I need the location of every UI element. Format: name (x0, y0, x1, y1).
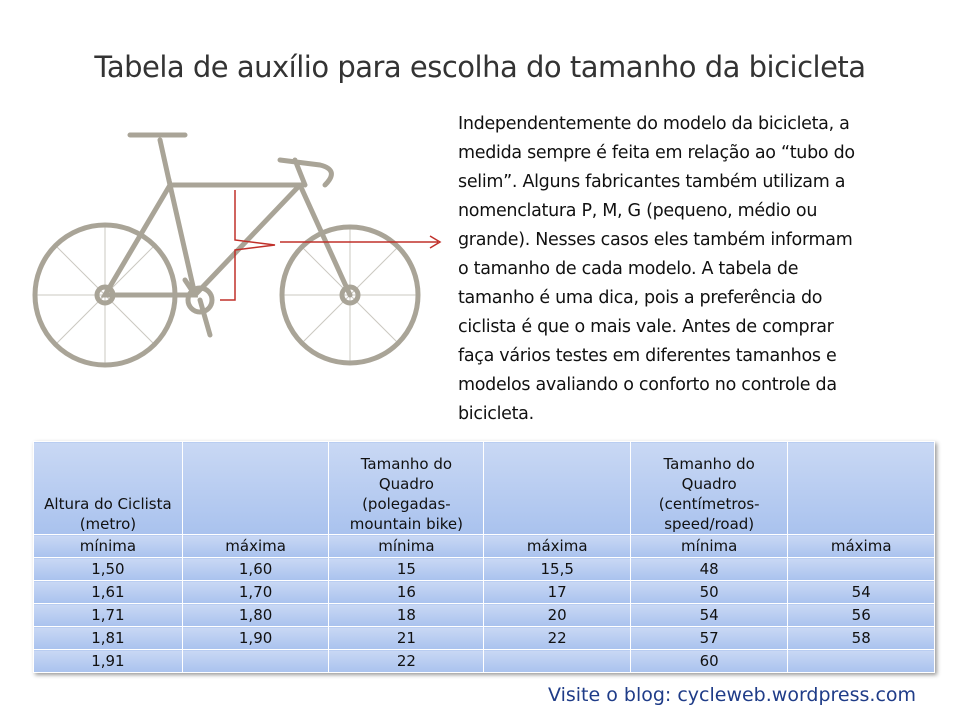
table-cell: 54 (629, 603, 789, 627)
table-cell: 57 (629, 626, 789, 650)
title: Tabela de auxílio para escolha do tamanh… (94, 50, 866, 84)
table-cell: 1,80 (181, 603, 330, 627)
text-line: o tamanho de cada modelo. A tabela de (458, 259, 799, 279)
table-cell: máxima (787, 534, 935, 558)
table-cell: Altura do Ciclista (metro) (33, 441, 183, 535)
text-line: ciclista é que o mais vale. Antes de com… (458, 317, 834, 337)
table-cell (483, 441, 631, 535)
table-cell: 20 (483, 603, 631, 627)
text-line: nomenclatura P, M, G (pequeno, médio ou (458, 201, 818, 221)
table-cell: 54 (787, 580, 935, 604)
text-line: tamanho é uma dica, pois a preferência d… (458, 288, 823, 308)
table-cell (181, 649, 330, 673)
table-cell: 17 (483, 580, 631, 604)
table-cell: 1,91 (33, 649, 183, 673)
table-cell: mínima (33, 534, 183, 558)
table-row: 1,61 1,70 16 17 50 54 (33, 580, 935, 604)
table-cell: 15,5 (483, 557, 631, 581)
table-cell: 18 (328, 603, 485, 627)
table-cell: 1,70 (181, 580, 330, 604)
table-cell: máxima (483, 534, 631, 558)
text-line: faça vários testes em diferentes tamanho… (458, 346, 837, 366)
table-row: 1,91 22 60 (33, 649, 935, 673)
table-cell (787, 557, 935, 581)
table-cell (181, 441, 330, 535)
table-cell: 1,71 (33, 603, 183, 627)
text-line: medida sempre é feita em relação ao “tub… (458, 143, 855, 163)
table-cell: 22 (483, 626, 631, 650)
table-cell (483, 649, 631, 673)
description: Independentemente do modelo da bicicleta… (458, 110, 855, 429)
table-cell: 48 (629, 557, 789, 581)
text-line: Independentemente do modelo da bicicleta… (458, 114, 850, 134)
text-line: modelos avaliando o conforto no controle… (458, 375, 837, 395)
table-cell: máxima (181, 534, 330, 558)
table-cell (787, 649, 935, 673)
table-cell: 1,61 (33, 580, 183, 604)
table-cell: 22 (328, 649, 485, 673)
text-line: selim”. Alguns fabricantes também utiliz… (458, 172, 846, 192)
table-cell: 50 (629, 580, 789, 604)
table-cell (787, 441, 935, 535)
table-cell: 1,60 (181, 557, 330, 581)
footer-link: Visite o blog: cycleweb.wordpress.com (548, 684, 917, 706)
table-row: Altura do Ciclista (metro) Tamanho do Qua… (33, 441, 935, 535)
table-cell: 58 (787, 626, 935, 650)
table-cell: 1,50 (33, 557, 183, 581)
table-cell: 56 (787, 603, 935, 627)
table-cell: 16 (328, 580, 485, 604)
table-row: 1,71 1,80 18 20 54 56 (33, 603, 935, 627)
table-cell: 1,81 (33, 626, 183, 650)
table-cell: 21 (328, 626, 485, 650)
table-cell: Tamanho do Quadro (polegadas-mountain bi… (328, 441, 485, 535)
text-line: grande). Nesses casos eles também inform… (458, 230, 853, 250)
text-line: bicicleta. (458, 404, 534, 424)
table-row: mínima máxima mínima máxima mínima máxima (33, 534, 935, 558)
table-cell: mínima (629, 534, 789, 558)
size-table: Altura do Ciclista (metro) Tamanho do Qua… (33, 441, 935, 673)
table-row: 1,81 1,90 21 22 57 58 (33, 626, 935, 650)
bicycle-illustration (32, 132, 442, 368)
table-cell: 1,90 (181, 626, 330, 650)
table-cell: 15 (328, 557, 485, 581)
table-cell: 60 (629, 649, 789, 673)
table-cell: Tamanho do Quadro (centímetros-speed/roa… (629, 441, 789, 535)
table-cell: mínima (328, 534, 485, 558)
table-row: 1,50 1,60 15 15,5 48 (33, 557, 935, 581)
